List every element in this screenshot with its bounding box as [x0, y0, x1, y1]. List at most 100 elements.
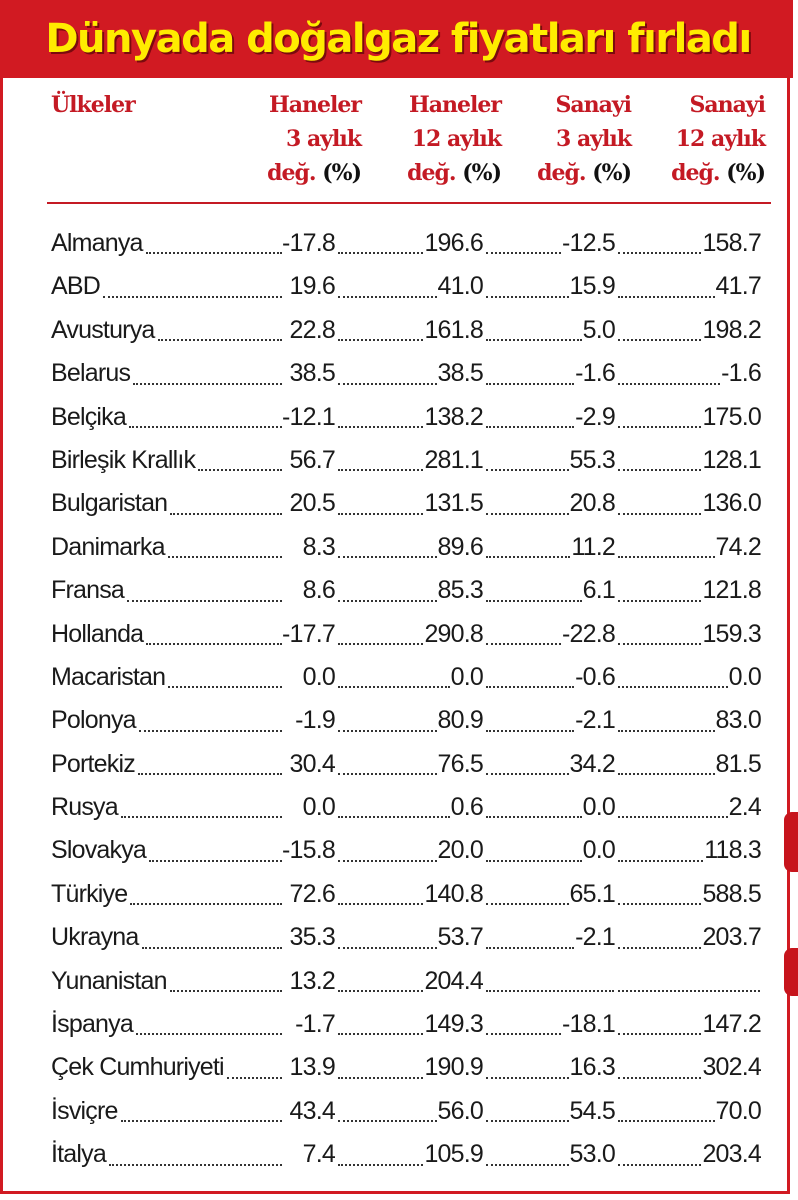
industry-12m-value: -1.6: [721, 359, 761, 388]
table-row: Hollanda -17.7 290.8 -22.8 159.3: [3, 613, 793, 656]
dot-leader: [338, 1120, 437, 1123]
table-cell: 38.5: [335, 352, 483, 395]
table-cell: -0.6: [483, 656, 615, 699]
table-cell: -22.8: [483, 613, 615, 656]
header-line: 3 aylık: [286, 126, 362, 152]
dot-leader: [133, 382, 282, 385]
dot-leader: [127, 599, 282, 602]
table-cell: Çek Cumhuriyeti: [51, 1046, 283, 1089]
households-12m-value: 105.9: [424, 1140, 483, 1169]
dot-leader: [618, 729, 715, 732]
dot-leader: [120, 816, 282, 819]
page-title: Dünyada doğalgaz fiyatları fırladı: [45, 16, 752, 62]
dot-leader: [486, 252, 562, 255]
table-cell: 198.2: [615, 309, 761, 352]
table-cell: Rusya: [51, 786, 283, 829]
households-3m-value: 8.6: [302, 576, 335, 605]
table-row: Portekiz 30.4 76.5 34.2 81.5: [3, 743, 793, 786]
dot-leader: [338, 425, 424, 428]
header-divider: [47, 202, 771, 204]
dot-leader: [486, 729, 575, 732]
dot-leader: [138, 729, 282, 732]
dot-leader: [338, 1033, 424, 1036]
dot-leader: [618, 773, 715, 776]
table-cell: 149.3: [335, 1003, 483, 1046]
header-line: değ. (%): [671, 160, 766, 186]
industry-12m-value: 198.2: [702, 315, 761, 344]
dot-leader: [338, 295, 437, 298]
households-3m-value: 35.3: [289, 923, 335, 952]
dot-leader: [618, 816, 728, 819]
table-cell: [483, 960, 615, 1003]
header-line: 3 aylık: [556, 126, 632, 152]
table-cell: 20.0: [335, 829, 483, 872]
table-cell: Almanya: [51, 222, 283, 265]
table-cell: -1.7: [283, 1003, 335, 1046]
households-12m-value: 80.9: [437, 706, 483, 735]
table-cell: 56.7: [283, 439, 335, 482]
dot-leader: [486, 816, 582, 819]
table-cell: -12.5: [483, 222, 615, 265]
table-cell: 41.0: [335, 265, 483, 308]
table-row: Slovakya -15.8 20.0 0.0 118.3: [3, 829, 793, 872]
industry-12m-value: 41.7: [715, 272, 761, 301]
households-12m-value: 0.0: [450, 662, 483, 691]
table-cell: 0.6: [335, 786, 483, 829]
households-12m-value: 290.8: [424, 619, 483, 648]
table-row: ABD 19.6 41.0 15.9 41.7: [3, 265, 793, 308]
dot-leader: [338, 686, 450, 689]
households-12m-value: 0.6: [450, 793, 483, 822]
table-cell: [615, 960, 761, 1003]
industry-12m-value: 128.1: [702, 445, 761, 474]
industry-12m-value: 203.7: [702, 923, 761, 952]
table-cell: -1.9: [283, 699, 335, 742]
table-cell: 89.6: [335, 526, 483, 569]
dot-leader: [618, 512, 702, 515]
country-name: İsviçre: [51, 1096, 118, 1125]
table-cell: Yunanistan: [51, 960, 283, 1003]
header-line: değ. (%): [537, 160, 632, 186]
table-cell: Fransa: [51, 569, 283, 612]
dot-leader: [141, 946, 282, 949]
table-cell: 16.3: [483, 1046, 615, 1089]
dot-leader: [618, 1076, 702, 1079]
dot-leader: [486, 1163, 569, 1166]
table-cell: -18.1: [483, 1003, 615, 1046]
households-3m-value: 38.5: [289, 359, 335, 388]
dot-leader: [618, 1033, 702, 1036]
households-3m-value: 8.3: [302, 532, 335, 561]
households-12m-value: 56.0: [437, 1096, 483, 1125]
table-cell: 20.5: [283, 482, 335, 525]
table-cell: 204.4: [335, 960, 483, 1003]
table-cell: 72.6: [283, 873, 335, 916]
households-3m-value: 19.6: [289, 272, 335, 301]
dot-leader: [618, 382, 721, 385]
table-cell: Bulgaristan: [51, 482, 283, 525]
table-cell: -1.6: [615, 352, 761, 395]
table-cell: 53.0: [483, 1133, 615, 1176]
industry-12m-value: 121.8: [702, 576, 761, 605]
industry-12m-value: 588.5: [702, 879, 761, 908]
industry-3m-value: 34.2: [569, 749, 615, 778]
dot-leader: [618, 556, 715, 559]
table-cell: Polonya: [51, 699, 283, 742]
dot-leader: [486, 556, 571, 559]
table-cell: 0.0: [615, 656, 761, 699]
country-name: Almanya: [51, 229, 143, 257]
industry-12m-value: 159.3: [702, 619, 761, 648]
header-line: 12 aylık: [411, 126, 502, 152]
dot-leader: [338, 556, 437, 559]
industry-12m-value: 203.4: [702, 1140, 761, 1169]
households-12m-value: 131.5: [424, 489, 483, 518]
table-row: Ukrayna 35.3 53.7 -2.1 203.7: [3, 916, 793, 959]
industry-3m-value: -2.9: [575, 402, 615, 431]
table-cell: 74.2: [615, 526, 761, 569]
table-cell: Belarus: [51, 352, 283, 395]
households-12m-value: 161.8: [424, 315, 483, 344]
industry-12m-value: 118.3: [704, 836, 761, 865]
industry-3m-value: 55.3: [569, 445, 615, 474]
households-3m-value: 0.0: [302, 662, 335, 691]
dot-leader: [137, 773, 282, 776]
dot-leader: [618, 686, 728, 689]
dot-leader: [149, 859, 282, 862]
